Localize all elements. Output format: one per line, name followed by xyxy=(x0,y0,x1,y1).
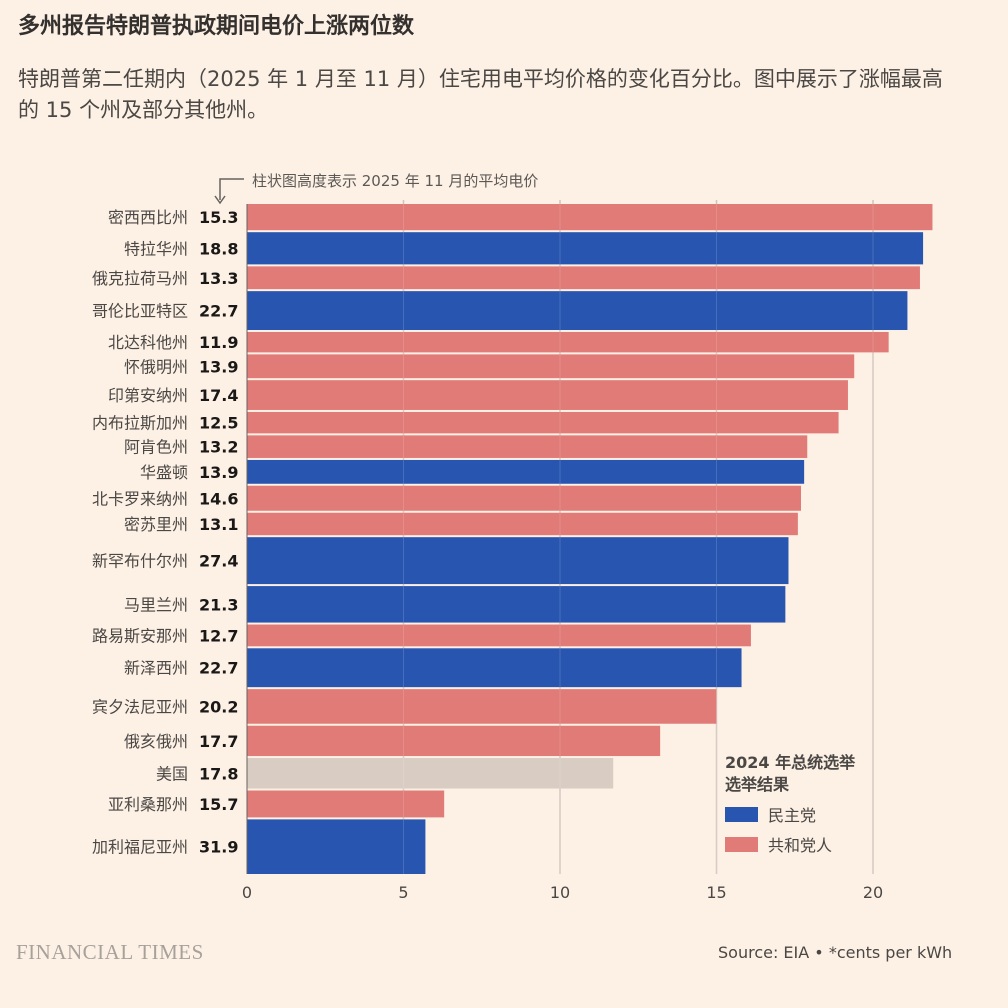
x-tick-label: 10 xyxy=(550,883,570,902)
price-label: 17.7 xyxy=(199,732,238,751)
state-label: 新泽西州 xyxy=(124,659,188,678)
price-label: 13.2 xyxy=(199,438,238,457)
legend-item-democrat: 民主党 xyxy=(725,802,855,826)
price-label: 15.7 xyxy=(199,795,238,814)
legend-label-republican: 共和党人 xyxy=(768,836,833,855)
state-label: 亚利桑那州 xyxy=(108,795,188,814)
price-label: 31.9 xyxy=(199,838,238,857)
chart-subtitle: 特朗普第二任期内（2025 年 1 月至 11 月）住宅用电平均价格的变化百分比… xyxy=(18,67,943,122)
state-label: 俄亥俄州 xyxy=(124,732,188,751)
state-label: 美国 xyxy=(156,764,188,783)
price-label: 27.4 xyxy=(199,552,238,571)
price-label: 18.8 xyxy=(199,239,238,258)
legend: 2024 年总统选举 选举结果 民主党 共和党人 xyxy=(725,752,855,856)
democrat-swatch xyxy=(725,806,758,822)
price-label: 21.3 xyxy=(199,595,238,614)
bar xyxy=(247,725,661,757)
republican-swatch xyxy=(725,836,758,852)
state-label: 北卡罗来纳州 xyxy=(92,489,188,508)
source-note: Source: EIA • *cents per kWh xyxy=(718,943,953,962)
bar xyxy=(247,790,445,818)
state-label: 怀俄明州 xyxy=(124,357,188,376)
state-label: 宾夕法尼亚州 xyxy=(92,697,188,716)
bar xyxy=(247,232,924,265)
state-label: 哥伦比亚特区 xyxy=(92,302,188,321)
state-label: 加利福尼亚州 xyxy=(92,838,188,857)
price-label: 13.9 xyxy=(199,357,238,376)
ft-logo: FINANCIAL TIMES xyxy=(16,940,204,964)
price-label: 22.7 xyxy=(199,302,238,321)
bar xyxy=(247,485,802,511)
state-label: 阿肯色州 xyxy=(124,438,188,457)
state-label: 马里兰州 xyxy=(124,595,188,614)
price-label: 13.1 xyxy=(199,515,238,534)
x-tick-label: 0 xyxy=(242,883,252,902)
x-tick-label: 5 xyxy=(398,883,408,902)
bar xyxy=(247,291,908,331)
bar xyxy=(247,332,889,353)
bar xyxy=(247,758,614,789)
state-label: 新罕布什尔州 xyxy=(92,552,188,571)
bar xyxy=(247,380,848,410)
bar xyxy=(247,512,798,536)
bar xyxy=(247,586,786,623)
bar xyxy=(247,648,742,688)
legend-title-line2: 选举结果 xyxy=(725,775,790,794)
bar xyxy=(247,266,920,290)
bar xyxy=(247,624,751,647)
price-label: 22.7 xyxy=(199,659,238,678)
state-label: 密西西比州 xyxy=(108,208,188,227)
legend-label-democrat: 民主党 xyxy=(768,806,817,825)
state-label: 内布拉斯加州 xyxy=(92,414,188,433)
state-label: 俄克拉荷马州 xyxy=(92,269,188,288)
bar xyxy=(247,411,839,434)
chart-title: 多州报告特朗普执政期间电价上涨两位数 xyxy=(18,14,415,39)
bar xyxy=(247,689,717,724)
state-label: 路易斯安那州 xyxy=(92,626,188,645)
price-label: 12.7 xyxy=(199,626,238,645)
legend-title-line1: 2024 年总统选举 xyxy=(725,753,856,772)
legend-item-republican: 共和党人 xyxy=(725,832,855,856)
price-label: 11.9 xyxy=(199,333,238,352)
price-label: 17.4 xyxy=(199,386,238,405)
state-label: 特拉华州 xyxy=(124,239,188,258)
state-label: 印第安纳州 xyxy=(108,386,188,405)
bar xyxy=(247,459,805,484)
price-label: 14.6 xyxy=(199,489,238,508)
price-label: 17.8 xyxy=(199,764,238,783)
bar xyxy=(247,204,933,231)
state-label: 密苏里州 xyxy=(124,515,188,534)
price-label: 15.3 xyxy=(199,208,238,227)
price-label: 13.9 xyxy=(199,463,238,482)
price-label: 20.2 xyxy=(199,697,238,716)
bar xyxy=(247,435,808,458)
price-label: 12.5 xyxy=(199,414,238,433)
x-tick-label: 15 xyxy=(706,883,726,902)
bar xyxy=(247,819,426,874)
state-label: 华盛顿 xyxy=(140,463,188,482)
bar xyxy=(247,537,789,585)
note-arrow-icon xyxy=(214,178,244,205)
chart-note: 柱状图高度表示 2025 年 11 月的平均电价 xyxy=(252,172,539,190)
state-label: 北达科他州 xyxy=(108,333,188,352)
x-tick-label: 20 xyxy=(863,883,883,902)
bar xyxy=(247,354,855,379)
price-label: 13.3 xyxy=(199,269,238,288)
